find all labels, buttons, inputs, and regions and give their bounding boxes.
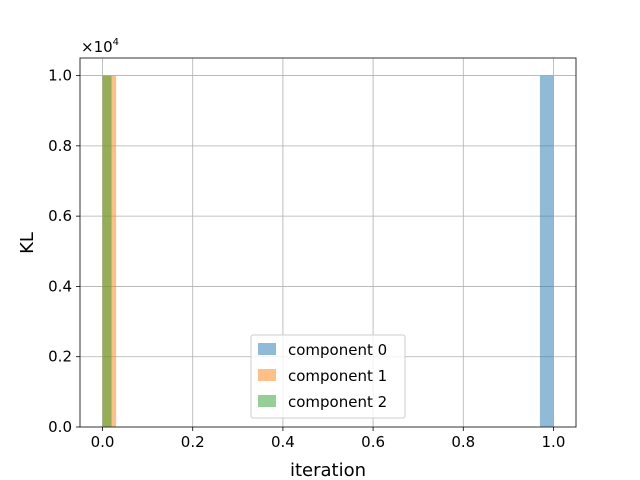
- bar-component-2: [102, 75, 112, 428]
- legend-swatch-0: [258, 343, 276, 355]
- y-tick-label: 0.4: [48, 277, 72, 295]
- x-tick-label: 0.4: [271, 433, 295, 451]
- bar-component-0: [539, 75, 554, 428]
- legend: component 0 component 1 component 2: [250, 334, 406, 419]
- y-axis-offset-base: ×10: [81, 38, 113, 56]
- y-tick-label: 0.0: [48, 418, 72, 436]
- x-axis: 0.0 0.2 0.4 0.6 0.8 1.0: [91, 427, 566, 451]
- bars: [102, 75, 554, 428]
- x-tick-label: 0.0: [91, 433, 115, 451]
- x-tick-label: 0.6: [361, 433, 385, 451]
- legend-label-2: component 2: [288, 393, 387, 411]
- legend-box: [250, 334, 406, 419]
- y-axis-offset: ×104: [81, 37, 119, 56]
- plot-frame: [79, 57, 577, 428]
- y-axis-offset-exponent: 4: [113, 37, 119, 48]
- y-tick-label: 0.2: [48, 348, 72, 366]
- legend-swatch-1: [258, 369, 276, 381]
- x-tick-label: 0.8: [451, 433, 475, 451]
- legend-swatch-2: [258, 395, 276, 407]
- x-tick-label: 0.2: [181, 433, 205, 451]
- x-axis-label: iteration: [290, 460, 366, 480]
- legend-label-0: component 0: [288, 341, 387, 359]
- y-tick-label: 0.6: [48, 207, 72, 225]
- y-axis: 0.0 0.2 0.4 0.6 0.8 1.0: [48, 67, 80, 436]
- y-tick-label: 1.0: [48, 67, 72, 85]
- y-axis-label: KL: [17, 232, 38, 254]
- legend-label-1: component 1: [288, 367, 387, 385]
- x-tick-label: 1.0: [542, 433, 566, 451]
- y-tick-label: 0.8: [48, 137, 72, 155]
